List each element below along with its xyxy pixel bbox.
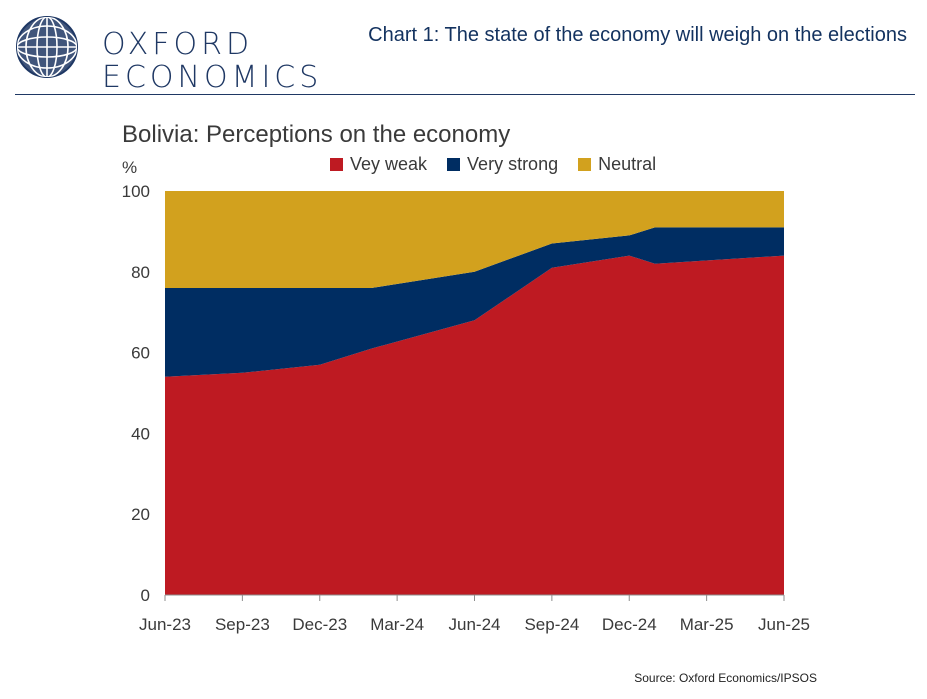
x-tick-label: Mar-25 — [680, 615, 734, 634]
legend-label-very-strong: Very strong — [467, 154, 559, 174]
area-very-weak — [165, 255, 784, 595]
legend-item-very-strong: Very strong — [447, 154, 558, 175]
y-tick-label: 100 — [122, 182, 150, 201]
chart-legend: Vey weak Very strong Neutral — [330, 154, 656, 175]
legend-swatch-neutral — [578, 158, 592, 171]
header-divider — [15, 94, 915, 95]
y-tick-label: 0 — [141, 586, 150, 605]
source-note: Source: Oxford Economics/IPSOS — [634, 671, 817, 685]
logo-wordmark: OXFORD ECONOMICS — [102, 28, 322, 94]
oxford-economics-logo: OXFORD ECONOMICS — [14, 14, 318, 94]
chart-axes: 0 20 40 60 80 100 Jun-23 Sep-23 Dec-23 Mar-24 Jun-… — [122, 182, 810, 634]
legend-item-neutral: Neutral — [578, 154, 656, 175]
legend-label-neutral: Neutral — [598, 154, 657, 174]
x-tick-label: Jun-25 — [758, 615, 810, 634]
x-tick-label: Sep-23 — [215, 615, 270, 634]
y-axis-unit-label: % — [122, 158, 138, 177]
legend-item-very-weak: Vey weak — [330, 154, 427, 175]
y-tick-label: 40 — [131, 424, 150, 443]
y-tick-label: 60 — [131, 344, 150, 363]
area-neutral — [165, 191, 784, 288]
y-tick-label: 20 — [131, 505, 150, 524]
area-very-strong — [165, 227, 784, 377]
page-title: Chart 1: The state of the economy will w… — [368, 24, 907, 46]
chart-title: Bolivia: Perceptions on the economy — [122, 121, 511, 148]
x-tick-label: Sep-24 — [524, 615, 579, 634]
chart-areas — [165, 191, 784, 595]
logo-line-oxford: OXFORD — [102, 27, 254, 62]
globe-icon — [16, 16, 78, 78]
y-tick-label: 80 — [131, 263, 150, 282]
x-tick-label: Mar-24 — [370, 615, 424, 634]
legend-swatch-very-strong — [447, 158, 461, 171]
logo-line-economics: ECONOMICS — [102, 60, 323, 95]
x-tick-label: Jun-24 — [449, 615, 501, 634]
x-tick-label: Jun-23 — [139, 615, 191, 634]
legend-swatch-very-weak — [330, 158, 343, 171]
x-tick-label: Dec-24 — [602, 615, 657, 634]
x-tick-label: Dec-23 — [292, 615, 347, 634]
legend-label-very-weak: Vey weak — [350, 154, 428, 174]
